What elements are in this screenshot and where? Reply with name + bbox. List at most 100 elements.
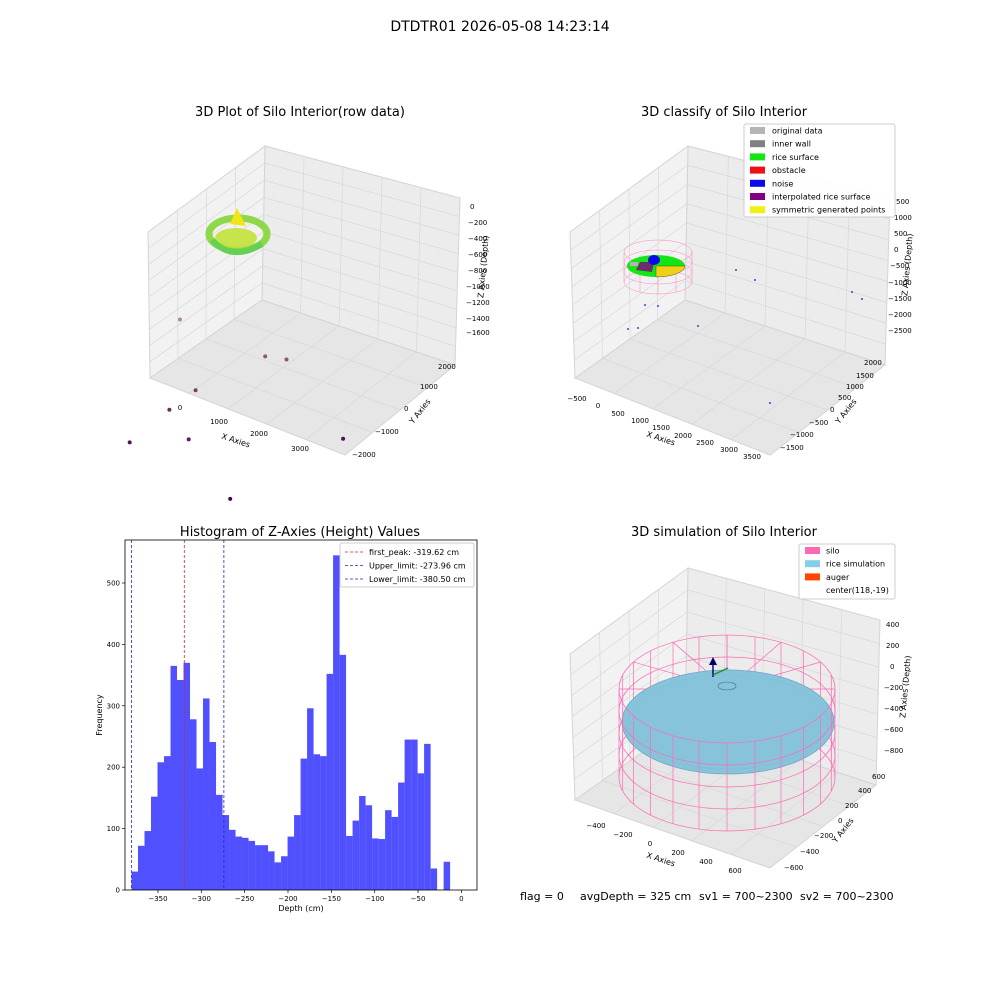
- classify-noise-point: [735, 269, 737, 271]
- classify-floor-pane: [573, 299, 887, 456]
- histogram-x-tick-label: −200: [278, 895, 297, 903]
- histogram-bar: [242, 837, 249, 890]
- classify-y-tick: 1000: [846, 383, 864, 391]
- simulation-z-tick: −400: [884, 705, 903, 713]
- histogram-legend-label: first_peak: -319.62 cm: [369, 548, 459, 557]
- grid-line: [233, 319, 428, 388]
- status-line: flag = 0 avgDepth = 325 cm sv1 = 700~230…: [520, 890, 894, 903]
- raw-rice-surface-cluster: [205, 208, 271, 255]
- grid-line: [266, 338, 379, 425]
- histogram-y-axis-label: Frequency: [95, 694, 104, 736]
- classify-z-tick: 0: [894, 246, 898, 254]
- raw-z-tick: −1000: [466, 283, 490, 291]
- histogram-bar: [274, 862, 282, 890]
- classify-noise-point: [697, 325, 699, 327]
- histogram-y-tick-label: 100: [107, 825, 120, 833]
- histogram-y-tick-label: 400: [107, 641, 120, 649]
- histogram-y-tick-label: 500: [107, 579, 120, 587]
- raw-x-tick: 1000: [210, 418, 228, 426]
- raw-y-tick-labels: 2000 1000 0 −1000 −2000: [352, 363, 456, 459]
- raw-x-tick-labels: 0 1000 2000 3000: [178, 404, 309, 453]
- raw-data-point: [263, 354, 268, 359]
- grid-line: [652, 325, 766, 410]
- grid-line: [177, 358, 373, 433]
- simulation-y-tick: 400: [858, 787, 871, 795]
- raw-rice-peak: [230, 208, 246, 226]
- simulation-legend-label: center(118,-19): [826, 586, 889, 595]
- raw-z-tick: −800: [468, 267, 487, 275]
- classify-z-tick-partial: 500: [896, 198, 909, 206]
- simulation-silo-front-wireframe: [618, 688, 836, 832]
- classify-x-tick: 0: [596, 402, 600, 410]
- raw-x-axis-label: X Axies: [220, 432, 251, 450]
- classify-x-tick: 1000: [631, 417, 649, 425]
- raw-data-point: [341, 436, 346, 441]
- simulation-y-tick: 200: [845, 802, 858, 810]
- histogram-x-axis-label: Depth (cm): [278, 904, 323, 913]
- simulation-legend-swatch: [805, 547, 820, 554]
- histogram-frame: [124, 539, 478, 891]
- raw-y-tick: −2000: [352, 451, 376, 459]
- classify-3d-panel: 3D classify of Silo Interior −500 0 500 …: [567, 105, 914, 461]
- classify-z-tick: 1000: [894, 214, 912, 222]
- histogram-bar: [307, 708, 314, 890]
- classify-legend-swatch: [750, 206, 765, 214]
- raw-y-tick: −1000: [375, 428, 399, 436]
- simulation-rice-surface: [621, 669, 835, 775]
- classify-x-tick: 1500: [652, 424, 670, 432]
- histogram-bar: [144, 831, 152, 890]
- histogram-bar: [281, 856, 288, 890]
- raw-z-tick-labels: 0 −200 −400 −600 −800 −1000 −1200 −1400 …: [466, 203, 490, 337]
- raw-z-tick: 0: [470, 203, 474, 211]
- histogram-x-tick-label: −100: [365, 895, 384, 903]
- grid-line: [730, 772, 839, 855]
- simulation-y-tick: −600: [784, 864, 803, 872]
- grid-line: [300, 156, 305, 314]
- histogram-bar: [294, 815, 301, 890]
- grid-line: [263, 231, 458, 292]
- grid-line: [629, 338, 828, 411]
- raw-z-tick: −600: [468, 251, 487, 259]
- classify-x-tick: 2000: [674, 432, 692, 440]
- histogram-x-tick-label: −150: [322, 895, 341, 903]
- histogram-bar: [430, 868, 438, 890]
- histogram-bar: [157, 762, 165, 890]
- raw-y-tick: 0: [404, 405, 408, 413]
- histogram-reference-lines: [131, 540, 225, 890]
- grid-line: [599, 632, 603, 781]
- classify-y-tick: −500: [809, 419, 828, 427]
- histogram-bar: [229, 829, 236, 890]
- histogram-bar: [313, 754, 321, 890]
- histogram-bar: [151, 796, 158, 890]
- classify-legend-swatch: [750, 140, 765, 148]
- simulation-rice-texture: [627, 674, 829, 770]
- grid-line: [657, 319, 857, 388]
- simulation-z-tick: −600: [884, 726, 903, 734]
- simulation-legend-swatch: [805, 560, 820, 568]
- grid-line: [687, 589, 880, 644]
- histogram-x-tick-label: −350: [148, 895, 167, 903]
- histogram-bar: [216, 794, 223, 890]
- grid-line: [686, 222, 888, 282]
- grid-line: [227, 325, 340, 410]
- histogram-bar: [443, 861, 451, 890]
- histogram-bar: [261, 845, 269, 890]
- raw-data-point: [284, 357, 289, 362]
- histogram-legend-label: Lower_limit: -380.50 cm: [369, 575, 466, 584]
- classify-legend-swatch: [750, 166, 765, 174]
- histogram-bar: [190, 719, 197, 890]
- simulation-x-tick: −400: [586, 822, 605, 830]
- classify-x-tick: 2500: [696, 439, 714, 447]
- classify-noise-point: [851, 291, 853, 293]
- simulation-x-tick-labels: −400 −200 0 200 400 600: [586, 822, 741, 875]
- histogram-bar: [170, 665, 178, 890]
- raw-grid: [148, 156, 460, 440]
- grid-line: [262, 282, 456, 347]
- grid-line: [602, 358, 799, 433]
- status-avg-depth: avgDepth = 325 cm: [580, 890, 691, 903]
- grid-line: [264, 162, 460, 217]
- grid-line: [205, 338, 401, 411]
- simulation-y-axis-label: Y Axies: [830, 816, 856, 845]
- histogram-legend: first_peak: -319.62 cm Upper_limit: -273.…: [339, 542, 475, 588]
